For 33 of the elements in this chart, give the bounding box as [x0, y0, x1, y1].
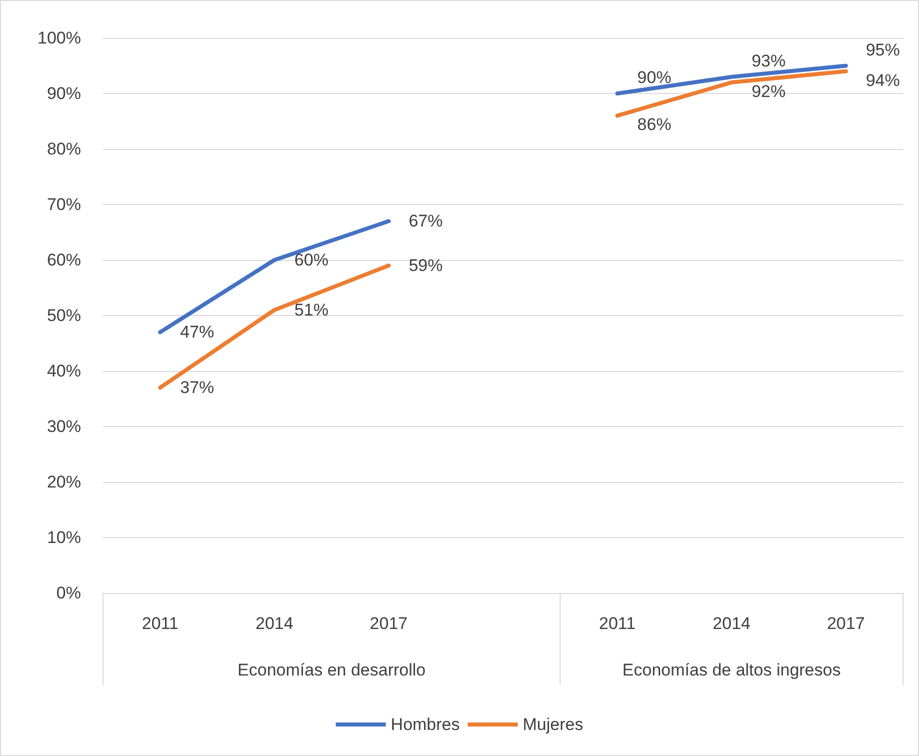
data-label: 51%: [294, 300, 328, 320]
data-label: 59%: [408, 256, 443, 276]
y-tick-label: 50%: [46, 306, 81, 325]
y-tick-label: 0%: [56, 584, 81, 602]
x-tick-label: 2014: [256, 614, 294, 633]
y-tick-label: 100%: [38, 28, 81, 48]
x-tick-label: 2014: [712, 614, 750, 633]
y-tick-label: 70%: [46, 195, 81, 214]
y-tick-label: 60%: [46, 250, 81, 270]
x-tick-label: 2011: [142, 614, 178, 633]
text: Economías en desarrollo: [238, 660, 426, 680]
y-tick-label: 30%: [46, 417, 81, 436]
x-tick-label: 2011: [599, 614, 636, 633]
y-tick-label: 10%: [46, 528, 81, 547]
data-label: 90%: [637, 68, 672, 87]
data-label: 95%: [866, 40, 900, 60]
data-label: 67%: [408, 212, 443, 231]
y-tick-label: 40%: [46, 362, 81, 380]
data-label: 92%: [752, 82, 786, 101]
text: Economías de altos ingresos: [622, 660, 841, 680]
data-label: 60%: [294, 250, 328, 270]
legend-label: Hombres: [390, 715, 460, 734]
data-label: 47%: [180, 322, 214, 342]
data-label: 37%: [180, 378, 214, 398]
x-tick-label: 2017: [826, 614, 865, 633]
data-label: 93%: [752, 51, 786, 70]
x-tick-label: 2017: [370, 614, 408, 633]
data-label: 86%: [637, 115, 672, 134]
data-label: 94%: [866, 70, 900, 90]
y-tick-label: 80%: [46, 140, 81, 158]
y-tick-label: 90%: [46, 84, 81, 103]
y-tick-label: 20%: [46, 472, 81, 492]
legend-label: Mujeres: [522, 715, 584, 734]
